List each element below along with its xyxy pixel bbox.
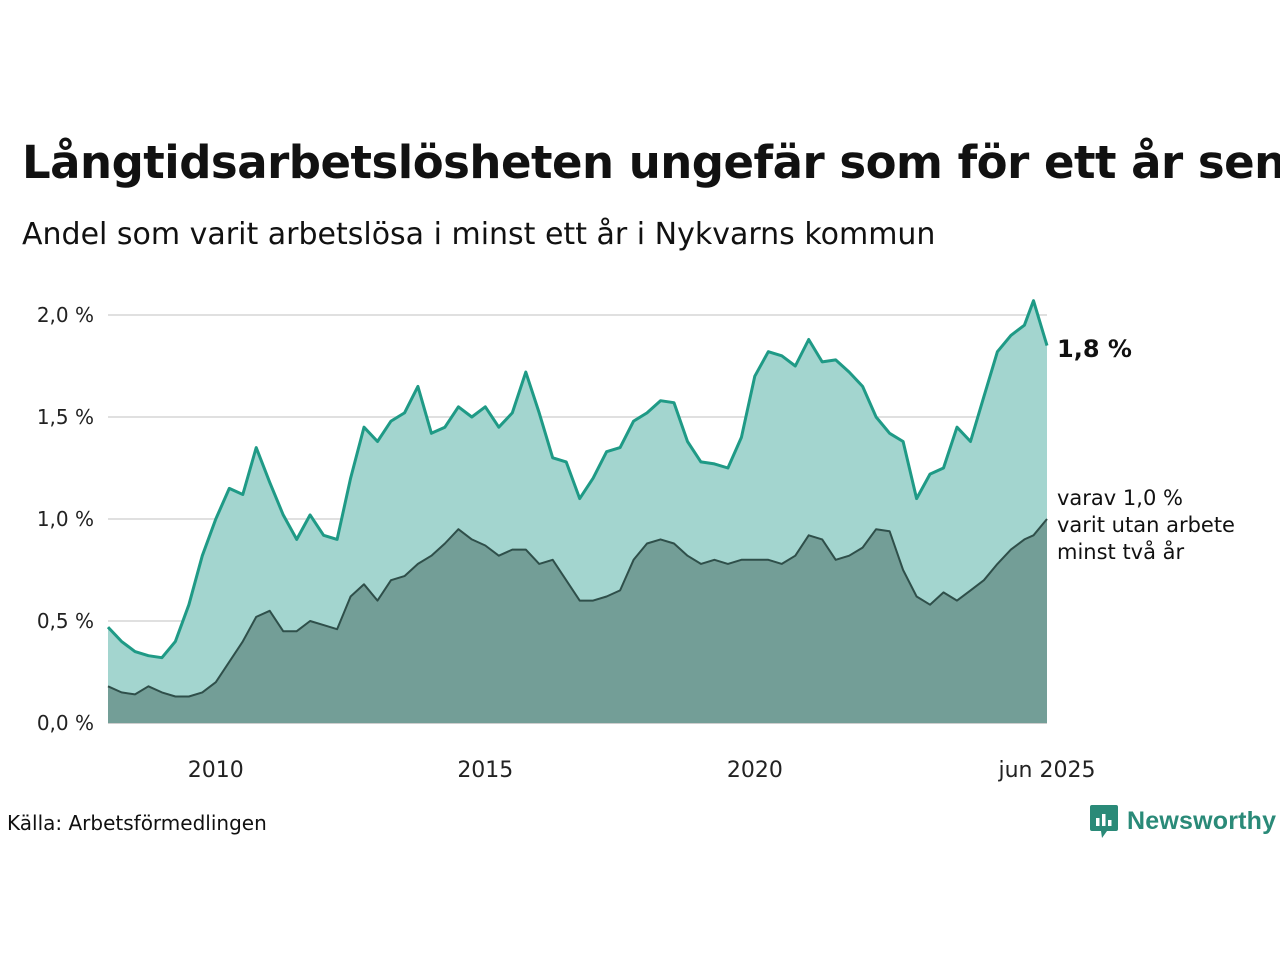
x-axis-ticks: 2010 2015 2020 jun 2025	[188, 758, 1096, 783]
newsworthy-logo-icon	[1090, 805, 1118, 838]
line-total	[106, 299, 1049, 660]
brand-name: Newsworthy	[1127, 806, 1277, 835]
source-note: Källa: Arbetsförmedlingen	[7, 811, 267, 835]
brand-logo: Newsworthy	[1089, 803, 1276, 839]
note-line-2: varit utan arbete	[1057, 513, 1235, 537]
note-line-1: varav 1,0 %	[1057, 486, 1183, 510]
y-tick-label: 1,0 %	[37, 507, 94, 531]
y-tick-label: 1,5 %	[37, 405, 94, 429]
area-sub	[108, 519, 1047, 723]
chart-subtitle: Andel som varit arbetslösa i minst ett å…	[22, 217, 936, 252]
chart-title: Långtidsarbetslösheten ungefär som för e…	[22, 136, 1280, 189]
last-value-label: 1,8 %	[1057, 335, 1132, 363]
y-tick-label: 0,5 %	[37, 609, 94, 633]
x-tick-label: jun 2025	[998, 758, 1096, 783]
x-tick-label: 2015	[457, 758, 513, 783]
y-axis-ticks: 0,0 % 0,5 % 1,0 % 1,5 % 2,0 %	[37, 303, 94, 735]
note-line-3: minst två år	[1057, 539, 1185, 564]
line-sub	[107, 518, 1048, 698]
x-tick-label: 2020	[727, 758, 783, 783]
y-tick-label: 2,0 %	[37, 303, 94, 327]
x-tick-label: 2010	[188, 758, 244, 783]
y-tick-label: 0,0 %	[37, 711, 94, 735]
